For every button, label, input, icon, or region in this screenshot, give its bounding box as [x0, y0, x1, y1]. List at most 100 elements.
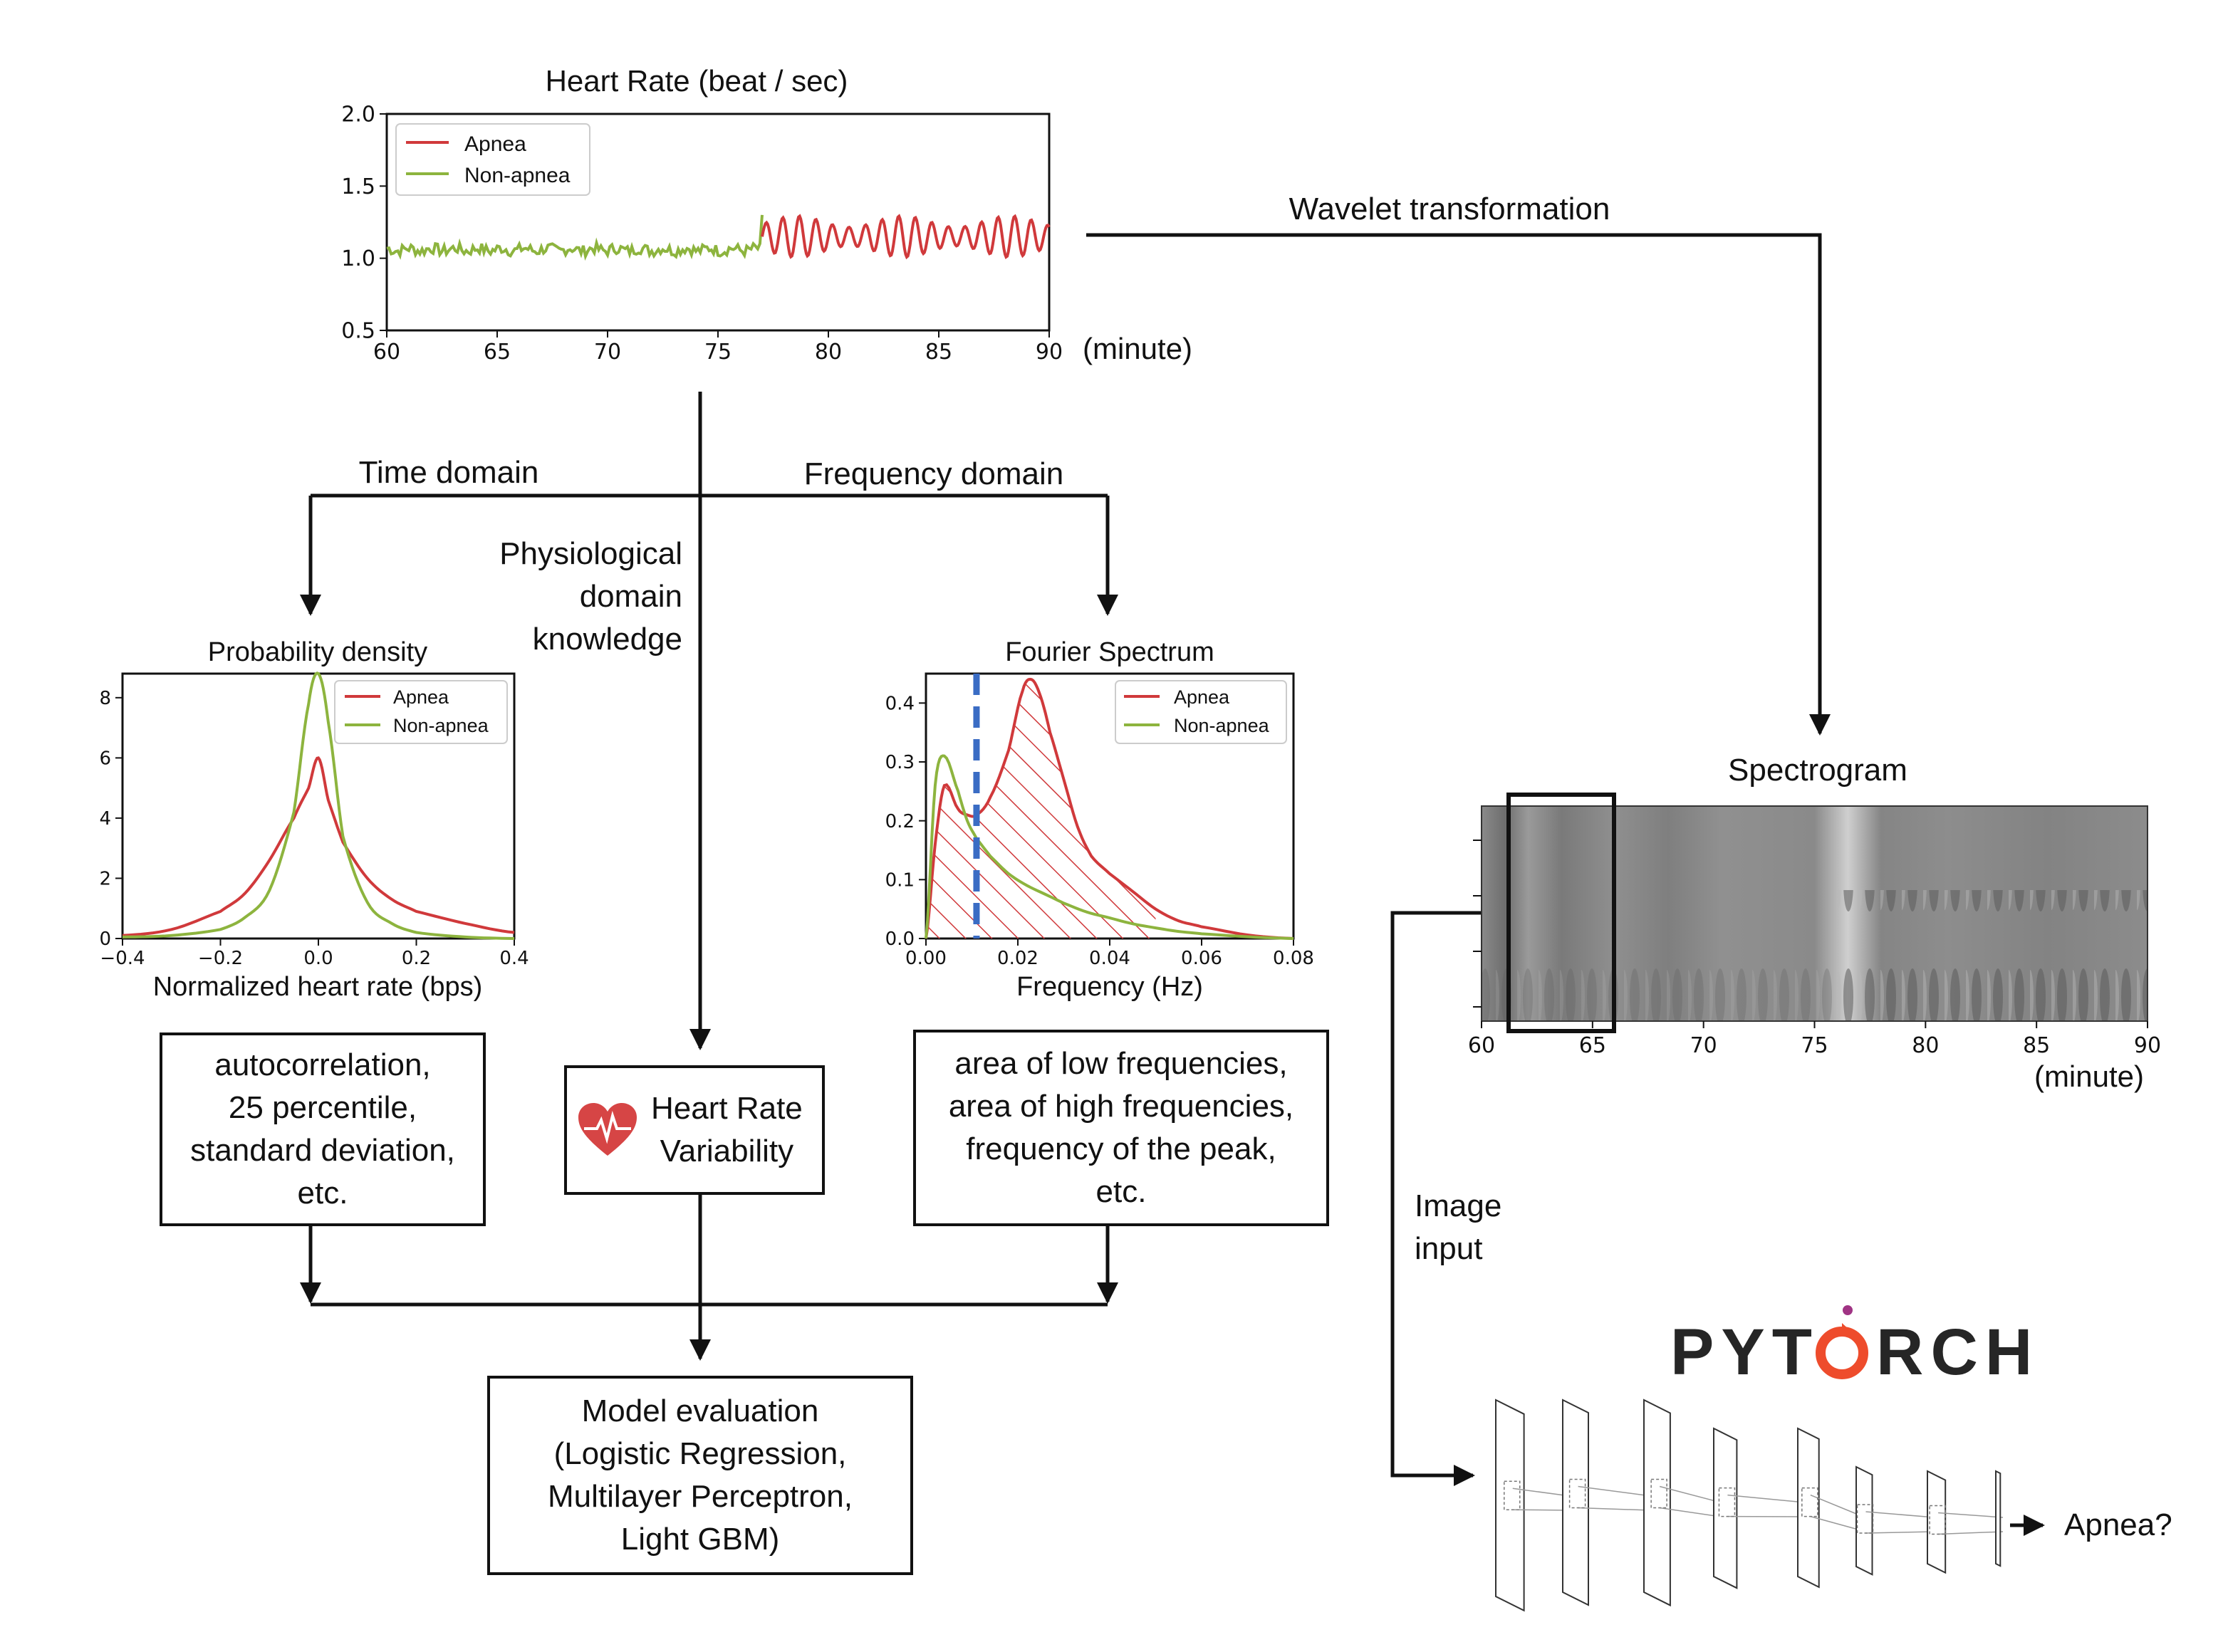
- time-feature-2: 25 percentile,: [228, 1090, 417, 1125]
- y-tick-label: 0: [99, 929, 111, 950]
- spectrogram-window-highlight: [1506, 793, 1616, 1033]
- probability-density-x-ticks: −0.4 −0.2 0.0 0.2 0.4: [100, 939, 529, 969]
- heart-rate-y-ticks: 0.5 1.0 1.5 2.0: [341, 103, 387, 344]
- fourier-x-ticks: 0.00 0.02 0.04 0.06 0.08: [905, 939, 1314, 969]
- x-tick-label: 0.02: [997, 948, 1038, 969]
- cnn-layer: [1797, 1427, 1820, 1589]
- model-line-4: Light GBM): [620, 1522, 780, 1557]
- spectrogram-apnea-fringes: [1838, 890, 2148, 1021]
- probability-density-y-ticks: 0 2 4 6 8: [99, 688, 123, 950]
- probability-density-xlabel: Normalized heart rate (bps): [153, 972, 483, 1002]
- cnn-kernel: [1504, 1480, 1521, 1510]
- model-line-1: Model evaluation: [581, 1394, 819, 1428]
- y-tick-label: 0.1: [885, 869, 915, 891]
- cnn-layer: [1713, 1427, 1738, 1589]
- heart-rate-x-unit: (minute): [1083, 332, 1192, 365]
- cnn-kernel: [1650, 1478, 1667, 1509]
- probability-density-title: Probability density: [208, 637, 427, 667]
- x-tick-label: 70: [594, 340, 621, 365]
- frequency-domain-label: Frequency domain: [804, 456, 1063, 491]
- pdf-legend-non-apnea: Non-apnea: [393, 715, 489, 736]
- fft-legend-apnea: Apnea: [1174, 686, 1230, 708]
- legend-apnea-label: Apnea: [464, 132, 526, 156]
- apnea-question-label: Apnea?: [2064, 1507, 2172, 1542]
- freq-feature-4: etc.: [1095, 1174, 1147, 1209]
- cnn-layer: [1855, 1465, 1873, 1576]
- cnn-kernel: [1801, 1487, 1818, 1517]
- fourier-spectrum-chart: Fourier Spectrum 0.00.10.20.30.4 0.00 0.0…: [885, 637, 1314, 1002]
- cnn-connection: [1660, 1507, 1722, 1517]
- heart-rate-chart: Heart Rate (beat / sec) 0.51.01.52.0 60 6…: [341, 64, 1192, 365]
- y-tick-label: 6: [99, 748, 111, 769]
- cnn-connection: [1938, 1512, 2004, 1518]
- physiological-label-line2: domain: [580, 579, 682, 614]
- cnn-connection: [1810, 1515, 1864, 1532]
- spectrogram-x-tick-label: 65: [1579, 1033, 1606, 1058]
- y-tick-label: 0.0: [885, 929, 915, 950]
- physiological-label-line1: Physiological: [499, 536, 682, 571]
- pytorch-flame-icon: [1816, 1305, 1868, 1379]
- x-tick-label: 85: [925, 340, 952, 365]
- y-tick-label: 8: [99, 688, 111, 709]
- time-feature-4: etc.: [297, 1176, 348, 1211]
- model-evaluation-box: Model evaluation (Logistic Regression, M…: [487, 1376, 913, 1575]
- y-tick-label: 1.5: [341, 174, 375, 199]
- spectrogram-x-tick-label: 90: [2134, 1033, 2161, 1058]
- y-tick-label: 0.5: [341, 319, 375, 344]
- image-input-label-line2: input: [1415, 1231, 1482, 1266]
- cnn-architecture-diagram: [1495, 1399, 2004, 1612]
- freq-feature-1: area of low frequencies,: [954, 1046, 1288, 1081]
- probability-density-non-apnea-line: [122, 671, 515, 940]
- spectrogram-x-tick-label: 85: [2023, 1033, 2050, 1058]
- fourier-legend: Apnea Non-apnea: [1115, 680, 1287, 744]
- cnn-kernel: [1856, 1504, 1874, 1534]
- x-tick-label: 65: [484, 340, 511, 365]
- cnn-layer: [1562, 1399, 1589, 1606]
- y-tick-label: 4: [99, 808, 111, 830]
- fft-legend-non-apnea: Non-apnea: [1174, 715, 1270, 736]
- y-tick-label: 2: [99, 869, 111, 890]
- probability-density-apnea-line: [122, 756, 515, 937]
- probability-density-chart: Probability density 0 2 4 6 8 −0.4 −0.2 0.0 0.2…: [99, 637, 529, 1002]
- spectrogram-x-unit: (minute): [2034, 1060, 2144, 1093]
- y-tick-label: 0.2: [885, 811, 915, 832]
- fourier-spectrum-title: Fourier Spectrum: [1005, 637, 1214, 667]
- cnn-kernel: [1929, 1505, 1946, 1535]
- spectrogram-x-tick-label: 80: [1912, 1033, 1939, 1058]
- spectrogram-x-tick-label: 60: [1468, 1033, 1495, 1058]
- cnn-layer: [1995, 1470, 2001, 1567]
- y-tick-label: 0.3: [885, 752, 915, 773]
- heart-icon: [578, 1103, 637, 1156]
- spectrogram-panel: Spectrogram 60 65 70 75 80 85 90 (minute): [1468, 753, 2161, 1093]
- cnn-layer: [1927, 1470, 1947, 1574]
- model-line-3: Multilayer Perceptron,: [548, 1479, 853, 1514]
- x-tick-label: 60: [373, 340, 400, 365]
- frequency-features-box: area of low frequencies, area of high fr…: [913, 1030, 1329, 1226]
- cnn-connection: [1810, 1494, 1864, 1517]
- pytorch-wordmark-left: PYT: [1670, 1316, 1819, 1389]
- fourier-apnea-line: [925, 677, 1294, 940]
- cnn-layer: [1495, 1399, 1525, 1612]
- hrv-line-2: Variability: [660, 1134, 794, 1169]
- physiological-label-line3: knowledge: [533, 622, 682, 657]
- cnn-connection: [1938, 1531, 2004, 1535]
- flow-connectors: [300, 233, 2045, 1536]
- pdf-legend-apnea: Apnea: [393, 686, 449, 708]
- pytorch-logo: PYT RCH: [1670, 1305, 2039, 1389]
- spectrogram-x-ticks: 60 65 70 75 80 85 90: [1468, 1021, 2161, 1058]
- freq-feature-2: area of high frequencies,: [948, 1089, 1294, 1124]
- fourier-non-apnea-line: [925, 754, 1294, 940]
- x-tick-label: 0.0: [303, 948, 333, 969]
- x-tick-label: 75: [704, 340, 732, 365]
- y-tick-label: 2.0: [341, 103, 375, 127]
- hrv-line-1: Heart Rate: [651, 1091, 803, 1126]
- heart-rate-legend: Apnea Non-apnea: [395, 123, 590, 196]
- freq-feature-3: frequency of the peak,: [966, 1131, 1276, 1166]
- y-tick-label: 1.0: [341, 246, 375, 271]
- pytorch-wordmark-right: RCH: [1876, 1316, 2039, 1389]
- spectrogram-x-tick-label: 70: [1690, 1033, 1717, 1058]
- fourier-y-ticks: 0.0 0.1 0.2 0.3 0.4: [885, 693, 926, 950]
- spectrogram-nonapnea-fringes: [1482, 926, 1838, 1021]
- spectrogram-title: Spectrogram: [1728, 753, 1907, 788]
- spectrogram-x-tick-label: 75: [1801, 1033, 1828, 1058]
